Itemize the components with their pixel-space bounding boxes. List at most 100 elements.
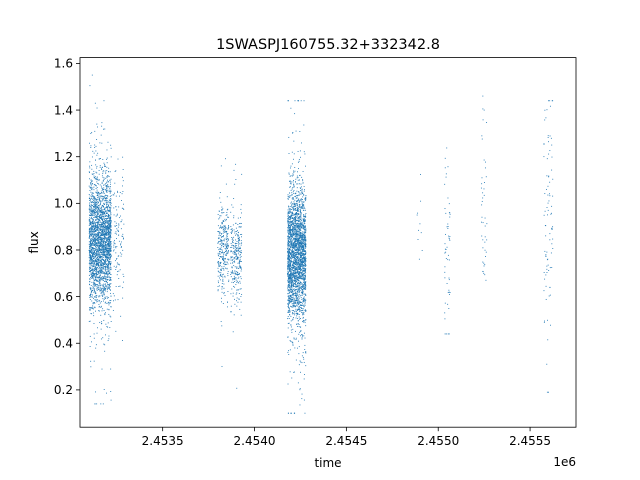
data-point [104, 296, 106, 298]
data-point [93, 315, 95, 317]
data-point [300, 276, 302, 277]
data-point [235, 247, 237, 249]
data-point [100, 242, 102, 244]
data-point [219, 256, 221, 257]
data-point [235, 300, 237, 302]
data-point [110, 399, 112, 401]
data-point [98, 288, 99, 290]
data-point [95, 164, 97, 166]
data-point [298, 240, 300, 242]
data-point [298, 232, 300, 234]
data-point [91, 228, 93, 230]
data-point [300, 257, 301, 258]
data-point [303, 277, 305, 278]
data-point [292, 299, 294, 300]
data-point [95, 255, 97, 257]
data-point [104, 238, 106, 240]
data-point [91, 256, 93, 258]
data-point [102, 211, 103, 213]
data-point [287, 231, 289, 233]
data-point [301, 289, 303, 291]
data-point [97, 219, 99, 221]
data-point [296, 226, 298, 228]
data-point [292, 304, 294, 306]
data-point [99, 158, 101, 160]
data-point [101, 204, 103, 206]
data-point [292, 173, 294, 175]
data-point [237, 258, 239, 260]
data-point [103, 128, 104, 130]
data-point [100, 270, 102, 272]
data-point [230, 250, 232, 252]
data-point [95, 284, 97, 286]
data-point [289, 256, 291, 258]
data-point [95, 344, 97, 346]
data-point [221, 240, 223, 242]
data-point [292, 284, 294, 286]
data-point [102, 224, 103, 225]
data-point [93, 212, 95, 214]
data-point [298, 301, 300, 303]
data-point [238, 238, 240, 240]
data-point [302, 274, 304, 276]
data-point [295, 300, 297, 301]
data-point [298, 200, 300, 201]
data-point [102, 228, 104, 230]
data-point [217, 286, 219, 287]
data-point [292, 270, 294, 272]
data-point [95, 259, 97, 261]
data-point [100, 338, 102, 340]
data-point [92, 269, 94, 271]
data-point [224, 230, 226, 232]
data-point [100, 278, 102, 280]
data-point [291, 377, 293, 379]
data-point [303, 399, 305, 401]
data-point [226, 243, 228, 245]
data-point [104, 269, 106, 271]
data-point [105, 165, 106, 167]
data-point [300, 294, 302, 296]
data-point [225, 183, 227, 185]
data-point [288, 276, 290, 278]
data-point [106, 255, 108, 257]
data-point [95, 256, 97, 257]
data-point [109, 279, 111, 281]
data-point [294, 310, 296, 312]
data-point [92, 296, 94, 298]
data-point [239, 248, 241, 249]
data-point [93, 268, 95, 270]
data-point [225, 258, 227, 260]
data-point [298, 251, 300, 253]
data-point [228, 258, 230, 260]
data-point [302, 313, 304, 315]
data-point [290, 281, 292, 283]
data-point [99, 280, 101, 282]
data-point [233, 314, 235, 316]
data-point [108, 304, 110, 306]
data-point [96, 177, 98, 179]
data-point [98, 206, 100, 208]
data-point [305, 165, 306, 167]
data-point [223, 228, 225, 230]
data-point [305, 352, 307, 354]
data-point [95, 295, 97, 297]
data-point [91, 198, 93, 200]
data-point [290, 282, 292, 284]
data-point [92, 269, 93, 271]
data-point [105, 245, 107, 247]
data-point [105, 259, 107, 261]
data-point [294, 412, 295, 414]
data-point [106, 207, 108, 209]
data-point [95, 234, 97, 236]
data-point [97, 201, 99, 203]
data-point [95, 253, 97, 255]
data-point [287, 323, 289, 324]
data-point [107, 273, 109, 275]
data-point [106, 248, 108, 250]
data-point [98, 310, 100, 312]
data-point [115, 215, 117, 217]
data-point [300, 244, 302, 246]
data-point [298, 252, 300, 254]
data-point [223, 287, 225, 289]
data-point [120, 221, 122, 222]
